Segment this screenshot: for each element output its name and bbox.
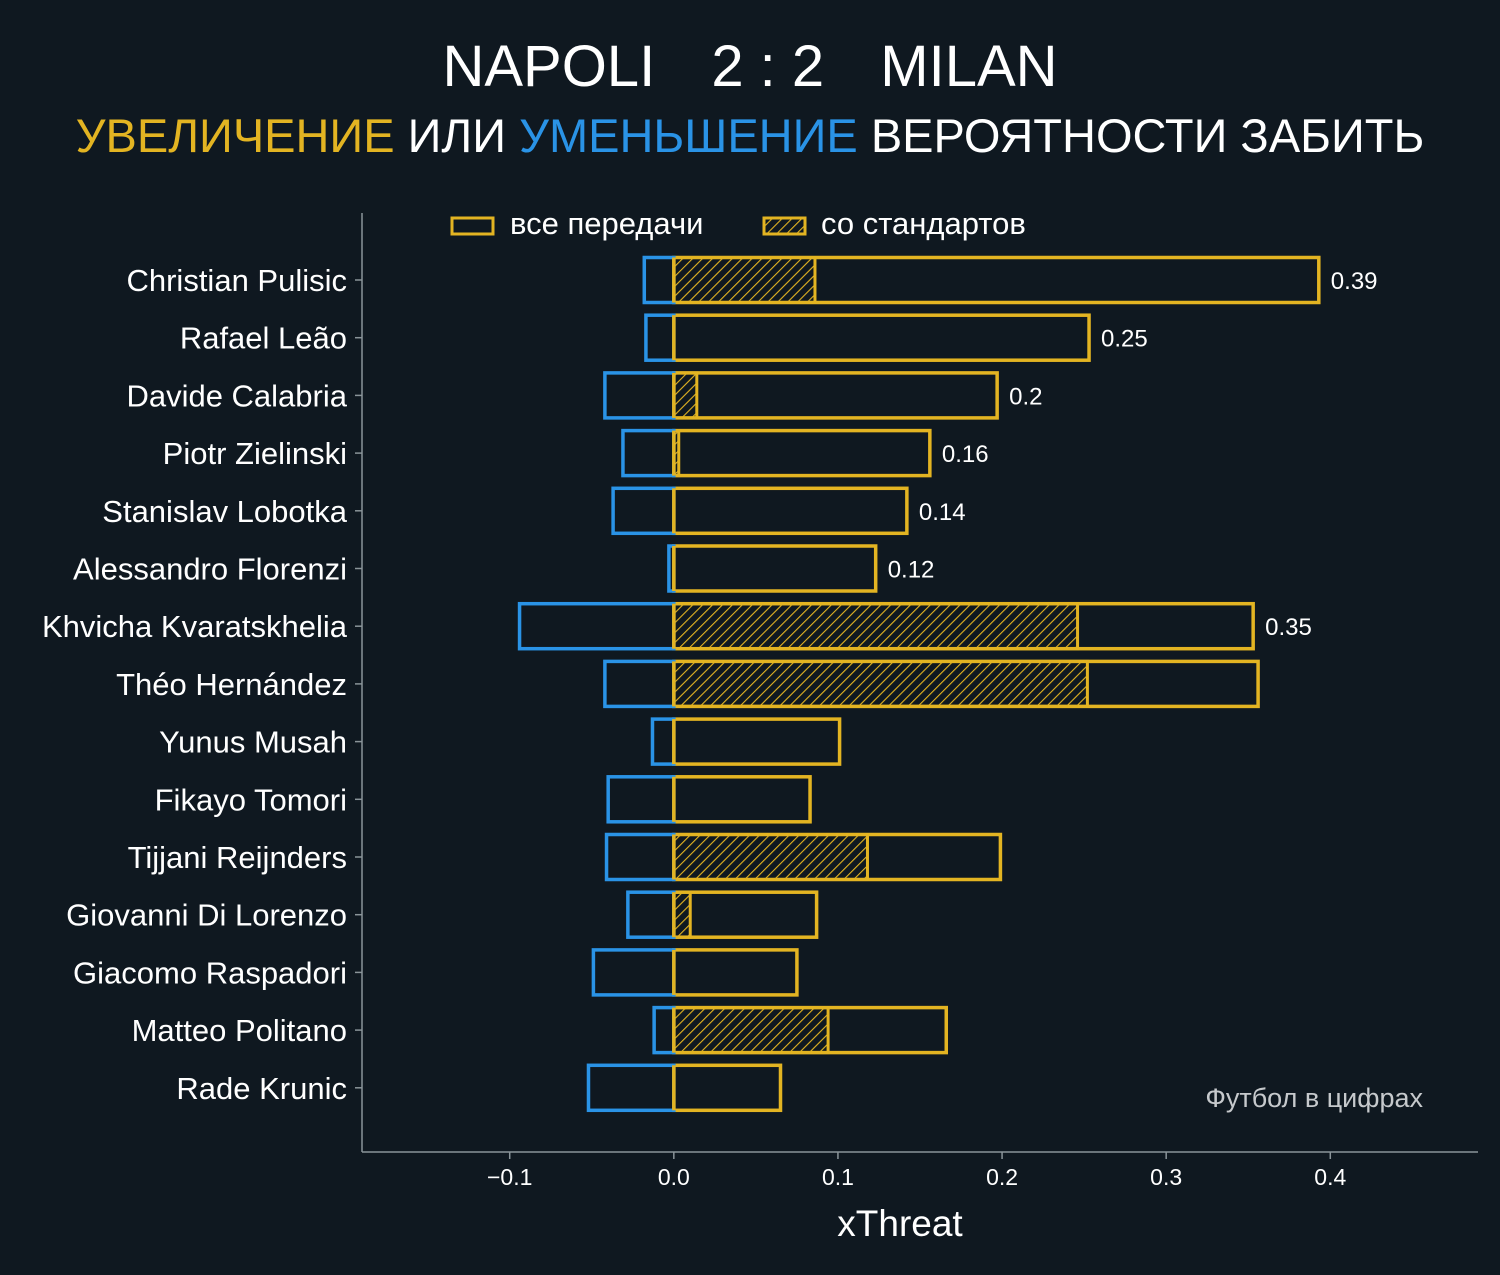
bars: 0.39 0.25 0.2 0.16 0.14 0.12 0.35 (517, 255, 1378, 1113)
subtitle-or: ИЛИ (408, 109, 506, 162)
y-tick-label: Khvicha Kvaratskhelia (42, 609, 348, 644)
value-label: 0.12 (888, 557, 935, 584)
y-tick-label: Giacomo Raspadori (73, 955, 347, 990)
y-tick-label: Rade Krunic (176, 1071, 347, 1106)
value-label: 0.39 (1331, 268, 1378, 295)
y-tick-label: Stanislav Lobotka (102, 494, 347, 529)
x-tick-label: 0.4 (1314, 1164, 1346, 1190)
y-tick-label: Yunus Musah (159, 725, 347, 760)
value-label: 0.25 (1101, 326, 1148, 353)
title: NAPOLI 2 : 2 MILAN (442, 34, 1057, 99)
y-tick-label: Giovanni Di Lorenzo (66, 898, 347, 933)
y-tick-labels: Christian Pulisic Rafael Leão Davide Calab… (42, 263, 362, 1106)
y-tick-label: Piotr Zielinski (163, 436, 347, 471)
subtitle-increase: УВЕЛИЧЕНИЕ (76, 109, 395, 162)
value-label: 0.35 (1265, 614, 1312, 641)
score: 2 : 2 (711, 34, 824, 99)
legend-label-all: все передачи (510, 206, 703, 241)
x-ticks: −0.1 0.0 0.1 0.2 0.3 0.4 (487, 1152, 1346, 1190)
x-tick-label: 0.0 (658, 1164, 690, 1190)
legend-swatch-all (450, 216, 495, 236)
y-tick-label: Matteo Politano (132, 1013, 347, 1048)
value-label: 0.2 (1009, 383, 1042, 410)
x-tick-label: −0.1 (487, 1164, 532, 1190)
bar-set-pieces (672, 659, 1089, 708)
bar-set-pieces (672, 602, 1080, 651)
bar-set-pieces (672, 833, 869, 881)
bar-set-pieces (672, 1006, 830, 1055)
legend-label-set-pieces: со стандартов (821, 206, 1026, 241)
x-tick-label: 0.2 (986, 1164, 1018, 1190)
subtitle: УВЕЛИЧЕНИЕ ИЛИ УМЕНЬШЕНИЕ ВЕРОЯТНОСТИ ЗА… (76, 109, 1425, 162)
value-label: 0.14 (919, 499, 966, 526)
subtitle-decrease: УМЕНЬШЕНИЕ (519, 109, 858, 162)
y-tick-label: Théo Hernández (116, 667, 347, 702)
legend-swatch-set-pieces (762, 216, 807, 236)
x-tick-label: 0.3 (1150, 1164, 1182, 1190)
y-tick-label: Alessandro Florenzi (73, 552, 347, 587)
value-label: 0.16 (942, 441, 989, 468)
bar-set-pieces (672, 256, 817, 304)
y-tick-label: Rafael Leão (180, 321, 347, 356)
watermark: Футбол в цифрах (1205, 1083, 1423, 1113)
y-tick-label: Tijjani Reijnders (128, 840, 347, 875)
bar-set-pieces (672, 371, 699, 420)
y-tick-label: Christian Pulisic (126, 263, 347, 298)
subtitle-rest: ВЕРОЯТНОСТИ ЗАБИТЬ (871, 109, 1425, 162)
y-tick-label: Fikayo Tomori (155, 782, 347, 817)
away-team: MILAN (880, 34, 1057, 99)
legend: все передачи со стандартов (450, 206, 1026, 241)
bar-set-pieces (672, 890, 692, 939)
x-tick-label: 0.1 (822, 1164, 854, 1190)
y-tick-label: Davide Calabria (126, 378, 347, 413)
x-axis-label: xThreat (837, 1203, 963, 1244)
home-team: NAPOLI (442, 34, 655, 99)
